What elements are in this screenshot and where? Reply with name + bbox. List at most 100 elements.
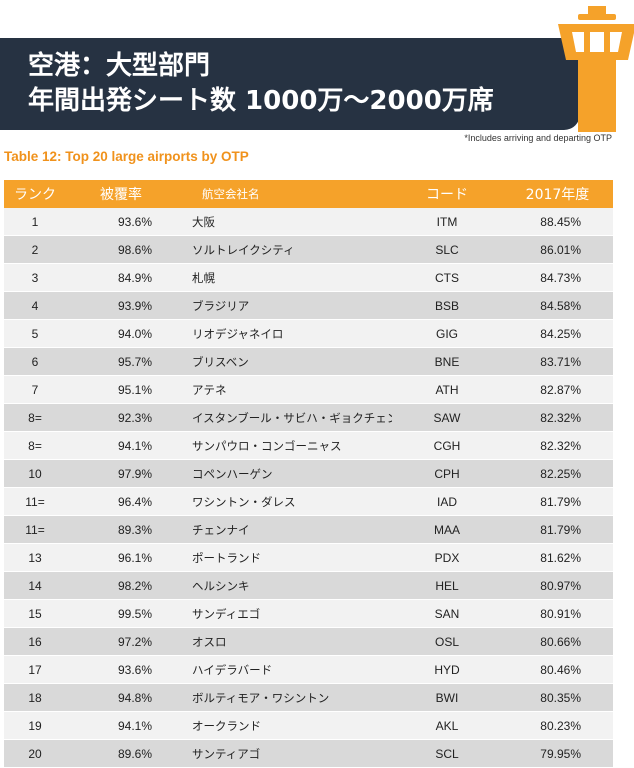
code-cell: HEL [435,578,459,593]
coverage-cell: 93.6% [117,214,152,229]
airports-table: ランク 被覆率 航空会社名 コード 2017年度 1 93.6% 大阪 ITM 88.4… [4,180,613,768]
control-tower-icon [558,6,634,132]
code-cell: PDX [434,550,460,565]
code-cell: HYD [434,662,460,677]
code-cell: CPH [434,466,460,481]
name-cell: リオデジャネイロ [192,326,284,341]
name-cell: アテネ [192,382,227,397]
coverage-cell: 89.6% [117,746,152,761]
otp-cell: 83.71% [540,354,581,369]
otp-cell: 81.62% [540,550,581,565]
rank-cell: 11= [25,494,45,509]
rank-cell: 10 [28,466,42,481]
coverage-cell: 98.6% [117,242,152,257]
otp-cell: 82.25% [540,466,581,481]
rank-cell: 4 [31,298,39,313]
code-cell: SAN [434,606,460,621]
header-coverage: 被覆率 [100,187,142,203]
otp-cell: 88.45% [540,214,581,229]
code-cell: ITM [436,214,458,229]
code-cell: BNE [434,354,460,369]
coverage-cell: 96.4% [117,494,152,509]
rank-cell: 19 [28,718,42,733]
rank-cell: 2 [31,242,39,257]
header-otp: 2017年度 [525,187,590,203]
name-cell: 大阪 [192,214,215,229]
rank-cell: 13 [28,550,42,565]
header-rank: ランク [14,187,56,203]
table-row: 14 98.2% ヘルシンキ HEL 80.97% [4,572,613,600]
coverage-cell: 96.1% [117,550,152,565]
code-cell: SAW [433,410,461,425]
name-cell: チェンナイ [192,522,250,537]
otp-cell: 82.32% [540,410,581,425]
rank-cell: 20 [28,746,42,761]
otp-cell: 80.66% [540,634,581,649]
table-body: 1 93.6% 大阪 ITM 88.45% 2 98.6% ソルトレイクシティ SLC 86.01… [4,208,613,768]
otp-cell: 81.79% [540,522,581,537]
code-cell: SLC [435,242,459,257]
name-cell: イスタンブール・サビハ・ギョクチェン [192,410,392,425]
rank-cell: 17 [28,662,42,677]
coverage-cell: 95.7% [117,354,152,369]
code-cell: SCL [435,746,459,761]
otp-cell: 84.58% [540,298,581,313]
name-cell: サンパウロ・コンゴーニャス [192,438,342,453]
coverage-cell: 84.9% [117,270,152,285]
otp-cell: 80.35% [540,690,581,705]
code-cell: ATH [435,382,459,397]
table-header: ランク 被覆率 航空会社名 コード 2017年度 [4,180,613,208]
otp-cell: 80.91% [540,606,581,621]
otp-cell: 79.95% [540,746,581,761]
rank-cell: 5 [31,326,39,341]
name-cell: ヘルシンキ [192,578,250,593]
table-row: 13 96.1% ポートランド PDX 81.62% [4,544,613,572]
table-row: 20 89.6% サンティアゴ SCL 79.95% [4,740,613,768]
otp-cell: 80.23% [540,718,581,733]
otp-cell: 86.01% [540,242,581,257]
coverage-cell: 94.1% [117,718,152,733]
footnote: *Includes arriving and departing OTP [464,133,612,143]
rank-cell: 18 [28,690,42,705]
header-code: コード [426,187,468,203]
otp-cell: 80.97% [540,578,581,593]
rank-cell: 11= [25,522,45,537]
code-cell: MAA [433,522,460,537]
table-row: 17 93.6% ハイデラバード HYD 80.46% [4,656,613,684]
coverage-cell: 89.3% [117,522,152,537]
name-cell: 札幌 [192,270,215,285]
rank-cell: 1 [31,214,39,229]
table-row: 4 93.9% ブラジリア BSB 84.58% [4,292,613,320]
code-cell: BWI [435,690,459,705]
table-row: 6 95.7% ブリスベン BNE 83.71% [4,348,613,376]
coverage-cell: 93.6% [117,662,152,677]
name-cell: ボルティモア・ワシントン [192,690,330,705]
table-row: 16 97.2% オスロ OSL 80.66% [4,628,613,656]
table-title: Table 12: Top 20 large airports by OTP [4,149,249,164]
table-row: 15 99.5% サンディエゴ SAN 80.91% [4,600,613,628]
header-name: 航空会社名 [202,187,260,201]
table-row: 11= 89.3% チェンナイ MAA 81.79% [4,516,613,544]
rank-cell: 15 [28,606,42,621]
name-cell: サンディエゴ [192,606,261,621]
name-cell: ポートランド [192,550,261,565]
code-cell: AKL [435,718,459,733]
rank-cell: 8= [28,438,42,453]
table-row: 1 93.6% 大阪 ITM 88.45% [4,208,613,236]
otp-cell: 81.79% [540,494,581,509]
otp-cell: 82.32% [540,438,581,453]
name-cell: ハイデラバード [192,662,273,677]
name-cell: オークランド [192,718,261,733]
coverage-cell: 94.8% [117,690,152,705]
table-row: 10 97.9% コペンハーゲン CPH 82.25% [4,460,613,488]
coverage-cell: 94.1% [117,438,152,453]
table-row: 8= 92.3% イスタンブール・サビハ・ギョクチェン SAW 82.32% [4,404,613,432]
table-row: 5 94.0% リオデジャネイロ GIG 84.25% [4,320,613,348]
table-row: 19 94.1% オークランド AKL 80.23% [4,712,613,740]
otp-cell: 80.46% [540,662,581,677]
rank-cell: 8= [28,410,42,425]
name-cell: サンティアゴ [192,746,261,761]
name-cell: コペンハーゲン [192,466,273,481]
rank-cell: 6 [31,354,39,369]
table-row: 18 94.8% ボルティモア・ワシントン BWI 80.35% [4,684,613,712]
